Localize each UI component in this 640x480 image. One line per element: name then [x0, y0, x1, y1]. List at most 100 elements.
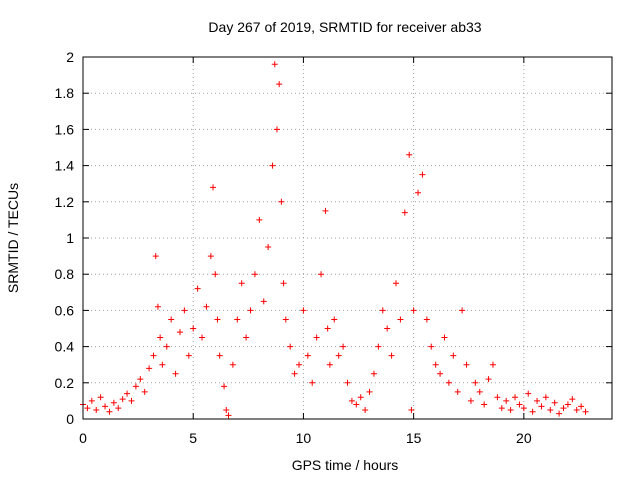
data-point [221, 383, 228, 390]
data-point [340, 343, 347, 350]
data-point [159, 361, 166, 368]
x-tick-label: 0 [79, 430, 87, 446]
data-point [529, 408, 536, 415]
data-point [534, 397, 541, 404]
data-point [102, 403, 109, 410]
data-point [441, 334, 448, 341]
y-tick-label: 1 [66, 230, 74, 246]
data-point [494, 394, 501, 401]
y-tick-label: 0.6 [55, 302, 75, 318]
data-point [467, 397, 474, 404]
data-point [384, 325, 391, 332]
data-point [344, 379, 351, 386]
data-point [146, 365, 153, 372]
data-point [229, 361, 236, 368]
data-point [408, 406, 415, 413]
data-point [560, 405, 567, 412]
data-point [437, 370, 444, 377]
data-point [150, 352, 157, 359]
data-point [176, 329, 183, 336]
data-point [88, 397, 95, 404]
data-point [194, 285, 201, 292]
data-point [234, 316, 241, 323]
data-point [551, 399, 558, 406]
data-point [132, 383, 139, 390]
data-point [538, 403, 545, 410]
data-point [278, 198, 285, 205]
data-point [370, 370, 377, 377]
x-tick-label: 20 [516, 430, 532, 446]
data-point [322, 207, 329, 214]
data-point [415, 189, 422, 196]
data-point [397, 316, 404, 323]
data-point [525, 390, 532, 397]
data-point [410, 307, 417, 314]
y-tick-label: 1.4 [55, 158, 75, 174]
data-point [375, 343, 382, 350]
data-point [353, 401, 360, 408]
data-point [556, 410, 563, 417]
data-point [388, 352, 395, 359]
data-point [243, 334, 250, 341]
data-point [214, 316, 221, 323]
data-point [110, 399, 117, 406]
data-point [124, 390, 131, 397]
y-tick-label: 2 [66, 49, 74, 65]
data-point [331, 316, 338, 323]
data-point [485, 376, 492, 383]
data-point [168, 316, 175, 323]
data-point [582, 408, 589, 415]
data-point [318, 271, 325, 278]
data-point [271, 61, 278, 68]
x-tick-label: 10 [296, 430, 312, 446]
data-point [93, 406, 100, 413]
data-point [362, 406, 369, 413]
data-point [287, 343, 294, 350]
data-point [154, 303, 161, 310]
data-point [84, 405, 91, 412]
data-point [282, 316, 289, 323]
data-point [357, 394, 364, 401]
y-tick-label: 1.6 [55, 121, 75, 137]
data-point [463, 361, 470, 368]
data-point [547, 406, 554, 413]
data-point [265, 244, 272, 251]
y-tick-label: 0.4 [55, 339, 75, 355]
data-point [269, 162, 276, 169]
data-point [119, 396, 126, 403]
data-point [106, 408, 113, 415]
data-point [185, 352, 192, 359]
y-tick-label: 0 [66, 411, 74, 427]
data-point [304, 352, 311, 359]
data-point [190, 325, 197, 332]
plot-frame [82, 56, 613, 420]
data-point [256, 216, 263, 223]
data-point [291, 370, 298, 377]
data-point [516, 401, 523, 408]
data-point [251, 271, 258, 278]
data-point [392, 280, 399, 287]
data-point [225, 412, 232, 419]
data-point [432, 361, 439, 368]
data-point [472, 379, 479, 386]
data-point [128, 397, 135, 404]
data-point [476, 388, 483, 395]
data-point [207, 253, 214, 260]
data-point [406, 151, 413, 158]
data-point [280, 280, 287, 287]
data-point [273, 126, 280, 133]
x-tick-label: 5 [189, 430, 197, 446]
data-point [163, 343, 170, 350]
data-point [578, 403, 585, 410]
y-axis-label: SRMTID / TECUs [5, 183, 21, 293]
data-point [569, 396, 576, 403]
data-point [296, 361, 303, 368]
data-point [419, 171, 426, 178]
data-point [115, 405, 122, 412]
data-point [366, 388, 373, 395]
data-point [507, 406, 514, 413]
x-axis-label: GPS time / hours [292, 457, 399, 473]
data-point [172, 370, 179, 377]
data-point [137, 376, 144, 383]
